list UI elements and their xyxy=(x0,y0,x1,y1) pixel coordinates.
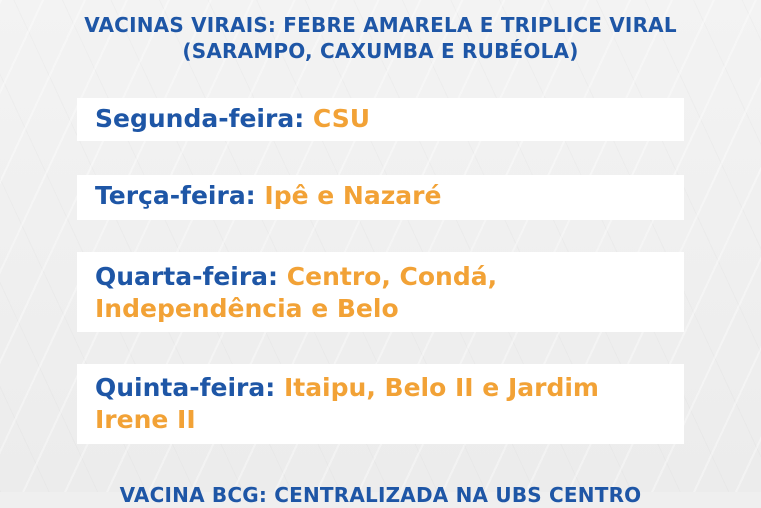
title-line-1: VACINAS VIRAIS: FEBRE AMARELA E TRIPLICE… xyxy=(84,13,677,37)
places-label: Itaipu, Belo II e Jardim Irene II xyxy=(95,373,599,434)
schedule-card-thursday: Quinta-feira: Itaipu, Belo II e Jardim I… xyxy=(77,364,684,444)
schedule-card-wednesday: Quarta-feira: Centro, Condá, Independênc… xyxy=(77,252,684,332)
day-label: Quinta-feira: xyxy=(95,373,276,402)
page-title: VACINAS VIRAIS: FEBRE AMARELA E TRIPLICE… xyxy=(0,12,761,64)
places-label: CSU xyxy=(312,104,371,133)
places-label: Ipê e Nazaré xyxy=(264,181,442,210)
schedule-card-monday: Segunda-feira: CSU xyxy=(77,98,684,141)
footer-note: VACINA BCG: CENTRALIZADA NA UBS CENTRO xyxy=(119,483,642,507)
title-line-2: (SARAMPO, CAXUMBA E RUBÉOLA) xyxy=(182,39,579,63)
day-label: Quarta-feira: xyxy=(95,262,279,291)
day-label: Terça-feira: xyxy=(95,181,256,210)
places-label: Centro, Condá, Independência e Belo xyxy=(95,262,498,323)
day-label: Segunda-feira: xyxy=(95,104,305,133)
schedule-card-tuesday: Terça-feira: Ipê e Nazaré xyxy=(77,175,684,220)
